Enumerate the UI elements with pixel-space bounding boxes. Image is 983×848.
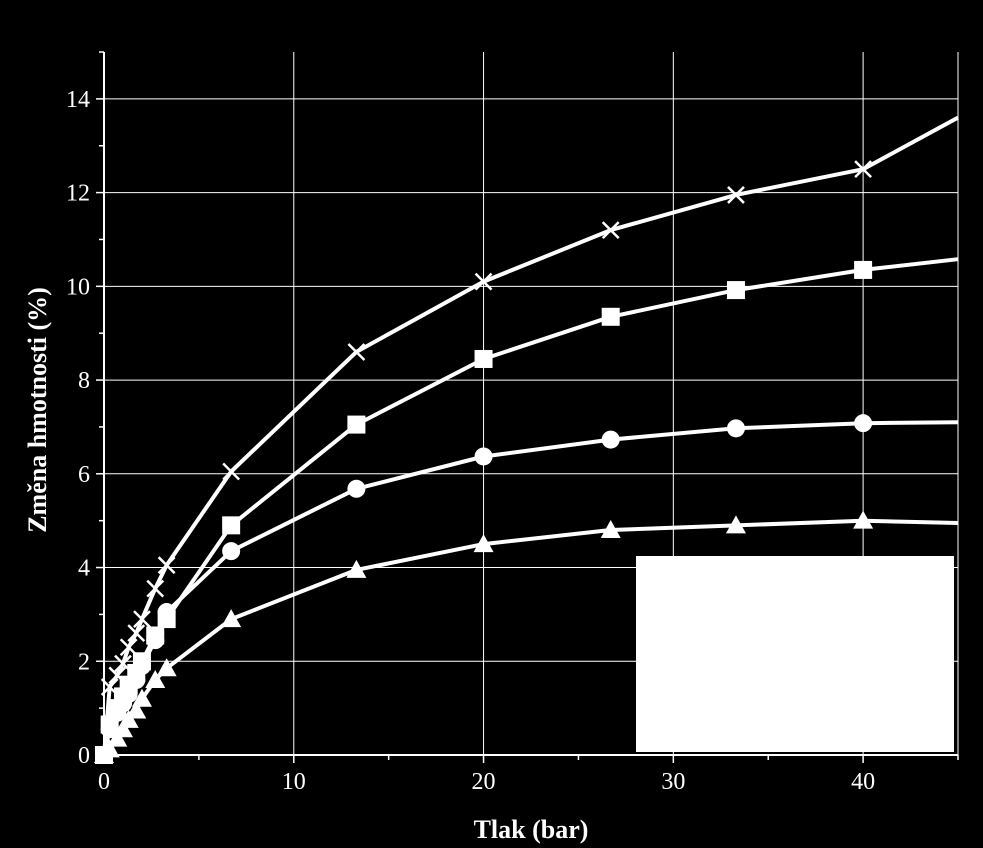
y-tick-label: 0 bbox=[78, 743, 90, 769]
data-point-x bbox=[146, 579, 165, 598]
y-tick-labels: 0 2 4 6 8 10 12 14 bbox=[66, 87, 90, 769]
x-tick-label: 40 bbox=[851, 769, 875, 795]
data-point-x bbox=[727, 186, 745, 204]
x-tick-label: 0 bbox=[98, 769, 110, 795]
data-point-triangle bbox=[853, 510, 874, 529]
grid-lines bbox=[104, 52, 959, 755]
data-point-triangle bbox=[473, 534, 494, 553]
data-point-x bbox=[474, 272, 493, 291]
data-point-square bbox=[854, 260, 873, 279]
data-point-triangle bbox=[118, 709, 139, 728]
data-point-square bbox=[601, 307, 620, 326]
data-point-x bbox=[157, 556, 176, 575]
data-point-triangle bbox=[600, 520, 621, 539]
data-point-square bbox=[726, 281, 745, 300]
data-point-circle bbox=[127, 671, 146, 690]
x-tick-label: 30 bbox=[661, 769, 685, 795]
data-point-x bbox=[601, 221, 620, 239]
x-tick-label: 10 bbox=[282, 769, 306, 795]
data-point-circle bbox=[100, 720, 119, 739]
y-tick-label: 8 bbox=[78, 368, 90, 394]
data-point-triangle bbox=[145, 670, 166, 689]
data-point-triangle bbox=[156, 658, 177, 677]
data-point-circle bbox=[601, 430, 620, 449]
data-point-x bbox=[854, 160, 872, 179]
y-axis-title: Změna hmotnosti (%) bbox=[23, 287, 52, 533]
data-point-square bbox=[222, 516, 241, 535]
data-point-triangle bbox=[99, 739, 120, 758]
data-point-circle bbox=[726, 419, 745, 438]
y-tick-label: 12 bbox=[66, 181, 90, 207]
data-point-circle bbox=[132, 656, 151, 675]
y-tick-label: 4 bbox=[78, 556, 90, 582]
data-point-square bbox=[474, 349, 493, 368]
series-circle bbox=[95, 414, 959, 764]
x-tick-label: 20 bbox=[472, 769, 496, 795]
data-point-circle bbox=[474, 447, 493, 466]
y-tick-label: 10 bbox=[66, 274, 90, 300]
data-point-x bbox=[222, 462, 241, 481]
data-point-triangle bbox=[346, 559, 367, 578]
data-point-x bbox=[127, 624, 146, 643]
axes bbox=[96, 51, 959, 763]
data-point-triangle bbox=[112, 719, 133, 738]
data-point-square bbox=[347, 415, 366, 434]
data-point-triangle bbox=[725, 515, 746, 534]
data-point-triangle bbox=[107, 728, 128, 747]
data-point-triangle bbox=[131, 688, 152, 707]
series-line-x bbox=[102, 115, 959, 756]
data-point-triangle bbox=[221, 609, 242, 628]
data-point-circle bbox=[119, 685, 138, 704]
series-triangle bbox=[94, 510, 959, 763]
data-series bbox=[94, 115, 959, 764]
data-point-x bbox=[347, 343, 366, 361]
x-tick-labels: 0 10 20 30 40 bbox=[98, 769, 875, 795]
data-point-x bbox=[133, 610, 151, 628]
data-point-triangle bbox=[126, 700, 147, 719]
x-axis-title: Tlak (bar) bbox=[474, 815, 589, 844]
data-point-circle bbox=[222, 542, 241, 561]
data-point-circle bbox=[854, 414, 873, 433]
legend-box bbox=[636, 556, 954, 752]
data-point-circle bbox=[146, 631, 165, 650]
y-tick-label: 2 bbox=[78, 649, 90, 675]
data-point-circle bbox=[157, 603, 176, 622]
data-point-circle bbox=[347, 479, 366, 498]
y-tick-label: 14 bbox=[66, 87, 90, 113]
y-tick-label: 6 bbox=[78, 462, 90, 488]
